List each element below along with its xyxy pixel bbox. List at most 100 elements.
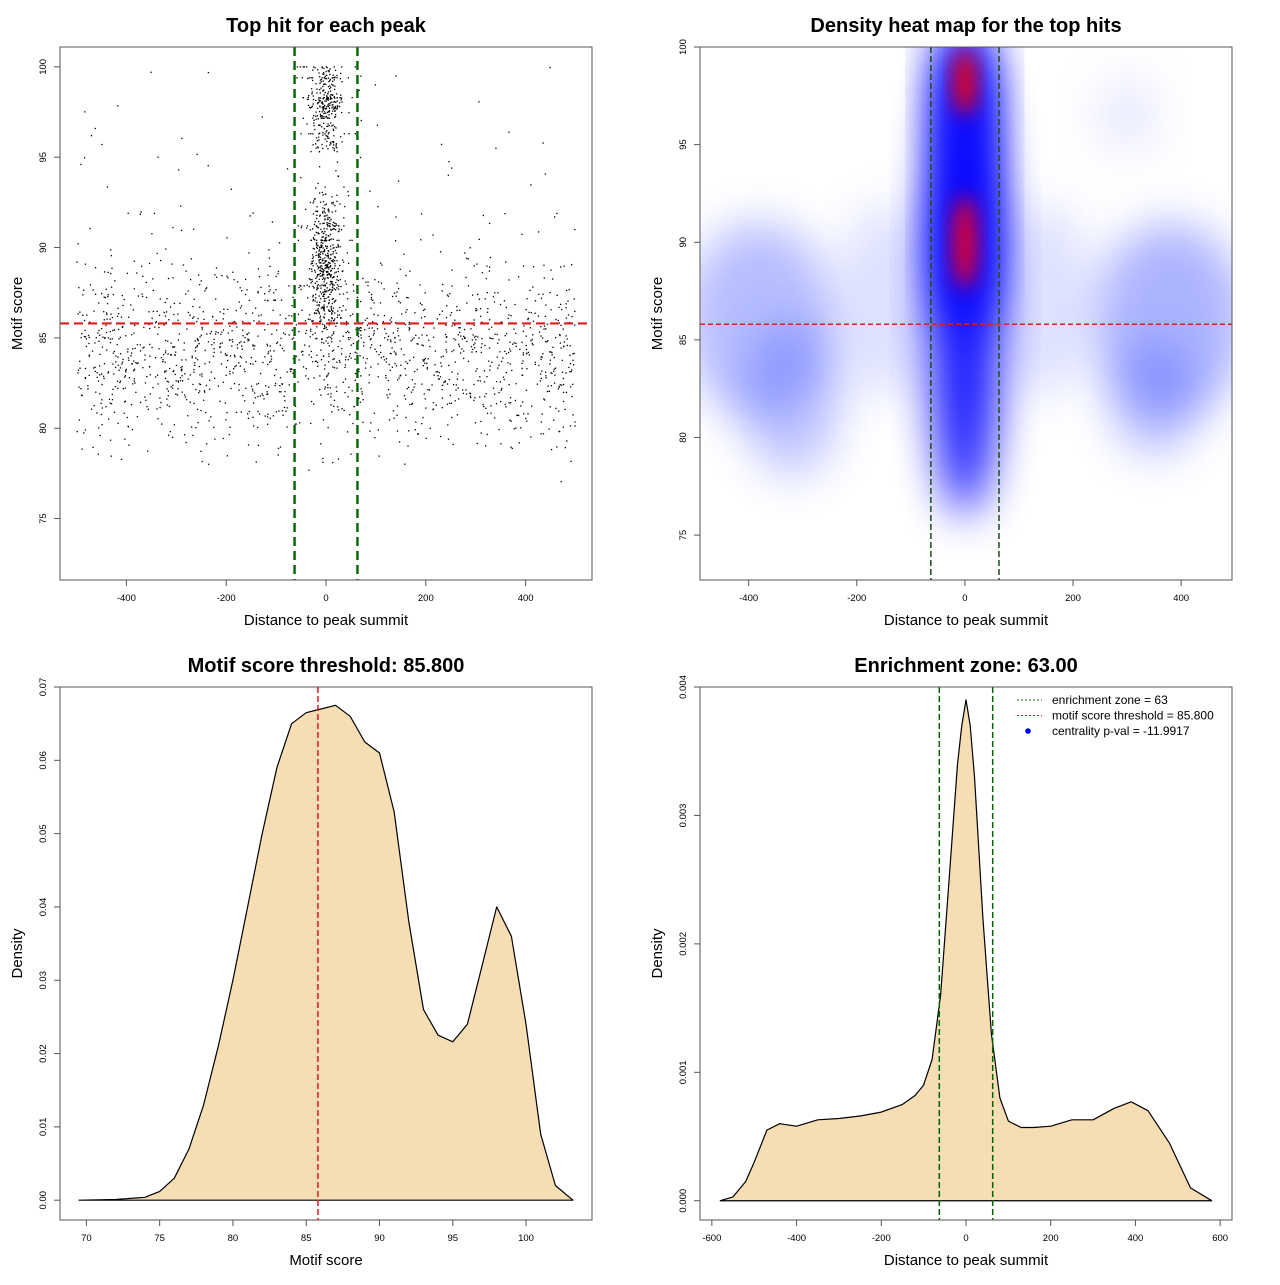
scatter-point [419,284,421,286]
scatter-point [110,313,112,315]
scatter-point [151,317,153,319]
scatter-point [325,265,328,267]
scatter-point [196,359,199,361]
scatter-point [337,175,339,178]
scatter-point [257,268,260,270]
scatter-point [328,209,330,212]
scatter-point [475,370,477,372]
scatter-point [323,273,325,276]
scatter-point [317,267,319,270]
legend-point-marker [1025,728,1031,734]
scatter-point [331,283,334,285]
scatter-point [403,253,405,255]
scatter-point [300,285,302,287]
scatter-point [349,314,352,317]
scatter-point [377,314,379,317]
scatter-point [374,84,376,86]
scatter-point [403,394,406,397]
scatter-point [333,331,335,333]
scatter-point [543,399,546,401]
scatter-point [371,321,374,323]
scatter-point [306,227,308,229]
scatter-point [566,440,568,442]
scatter-point [322,222,324,225]
scatter-point [340,136,342,138]
scatter-point [325,112,327,114]
scatter-point [332,221,334,224]
scatter-point [331,302,333,305]
scatter-point [327,97,329,100]
scatter-point [81,395,83,397]
scatter-point [321,284,323,286]
scatter-point [334,113,337,116]
scatter-point [215,298,217,300]
scatter-point [348,355,351,357]
scatter-point [374,279,376,281]
y-tick-label: 80 [38,423,49,434]
scatter-point [408,323,410,326]
scatter-point [526,367,528,370]
scatter-point [117,307,119,310]
scatter-point [466,302,468,304]
scatter-point [328,353,330,355]
scatter-point [298,330,300,333]
scatter-point [500,360,503,363]
scatter-point [108,398,111,400]
scatter-point [127,348,129,350]
scatter-point [355,328,357,331]
scatter-point [322,291,324,293]
scatter-point [532,266,535,268]
scatter-point [187,415,189,417]
scatter-point [241,345,243,347]
scatter-point [146,375,148,378]
scatter-point [166,380,168,383]
scatter-point [332,261,334,263]
scatter-point [325,108,327,110]
scatter-point [225,374,227,377]
scatter-point [171,387,174,389]
scatter-point [321,191,324,194]
scatter-point [328,250,330,252]
scatter-point [338,105,341,108]
scatter-point [553,419,555,421]
scatter-point [291,305,293,307]
scatter-point [431,384,433,386]
scatter-point [370,338,372,340]
scatter-point [251,312,254,314]
scatter-point [510,315,512,317]
scatter-point [110,455,112,457]
scatter-point [232,321,234,323]
scatter-point [157,333,159,335]
scatter-point [564,408,566,411]
scatter-point [326,328,328,331]
scatter-point [201,460,203,463]
scatter-point [368,335,370,338]
scatter-point [546,341,548,343]
scatter-point [312,95,314,97]
legend-entry: motif score threshold = 85.800 [1052,709,1214,723]
scatter-point [115,361,117,363]
scatter-point [124,401,126,403]
scatter-point [439,313,441,316]
scatter-point [439,251,442,253]
scatter-point [206,333,208,335]
scatter-point [345,331,347,334]
scatter-point [329,68,331,70]
scatter-point [339,78,342,80]
scatter-point [324,138,326,140]
scatter-point [393,351,396,353]
scatter-point [213,338,215,340]
scatter-point [162,360,164,363]
scatter-point [312,133,314,135]
scatter-point [328,273,331,275]
scatter-point [317,182,319,185]
scatter-point [330,96,332,99]
scatter-point [89,227,91,230]
scatter-point [318,97,320,99]
scatter-point [335,325,337,327]
scatter-point [267,393,269,395]
scatter-point [475,309,477,312]
scatter-point [208,420,210,422]
scatter-point [311,361,314,363]
scatter-point [152,310,155,313]
